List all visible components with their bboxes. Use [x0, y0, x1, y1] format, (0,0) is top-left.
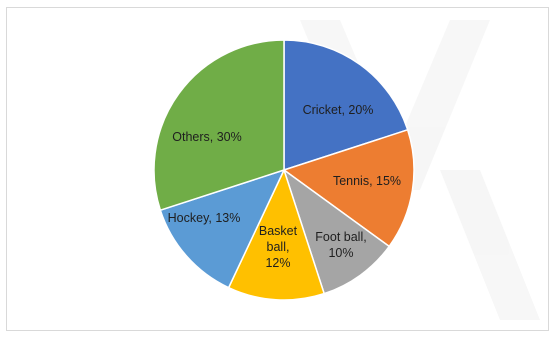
pie-slice-basket-ball [227, 167, 326, 301]
pie-slice-foot-ball [282, 168, 391, 295]
pie-slice-tennis [282, 128, 415, 248]
pie-label-foot-ball: Foot ball, 10% [315, 230, 366, 260]
pie-label-hockey: Hockey, 13% [168, 211, 241, 225]
pie-slice-others [153, 39, 285, 212]
pie-slices [153, 39, 415, 301]
pie-label-basket-ball: Basket ball, 12% [259, 224, 298, 270]
pie-slice-hockey [159, 168, 286, 289]
pie-label-others: Others, 30% [172, 130, 241, 144]
pie-label-tennis: Tennis, 15% [333, 174, 401, 188]
pie-labels: Cricket, 20% Tennis, 15% Foot ball, 10% Bask… [168, 103, 401, 270]
pie-slice-cricket [283, 39, 409, 172]
pie-label-cricket: Cricket, 20% [303, 103, 374, 117]
